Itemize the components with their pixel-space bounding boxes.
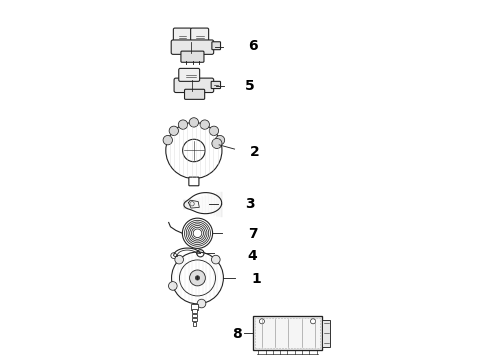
Bar — [193, 314, 197, 317]
Bar — [192, 304, 198, 310]
Circle shape — [212, 255, 220, 264]
Text: 2: 2 — [250, 145, 260, 159]
FancyBboxPatch shape — [179, 68, 199, 81]
Circle shape — [215, 135, 225, 145]
FancyBboxPatch shape — [185, 89, 205, 99]
Circle shape — [171, 253, 176, 258]
Bar — [253, 316, 322, 350]
Text: 7: 7 — [248, 227, 258, 241]
Text: 6: 6 — [248, 39, 258, 53]
Circle shape — [212, 139, 222, 149]
FancyBboxPatch shape — [212, 42, 220, 50]
Circle shape — [311, 319, 316, 324]
Text: 4: 4 — [247, 249, 257, 263]
Circle shape — [179, 260, 216, 296]
Circle shape — [197, 250, 204, 257]
Circle shape — [175, 255, 183, 264]
Circle shape — [197, 299, 206, 308]
FancyBboxPatch shape — [189, 177, 199, 186]
Text: 3: 3 — [245, 198, 255, 211]
Circle shape — [190, 270, 205, 286]
Text: 8: 8 — [232, 327, 242, 341]
FancyBboxPatch shape — [174, 78, 214, 93]
Circle shape — [169, 126, 178, 135]
Text: 5: 5 — [245, 79, 255, 93]
Bar — [192, 309, 197, 313]
Circle shape — [163, 135, 172, 145]
FancyBboxPatch shape — [211, 81, 220, 89]
Circle shape — [196, 276, 199, 280]
Bar — [192, 318, 197, 321]
Bar — [322, 320, 330, 346]
FancyBboxPatch shape — [173, 28, 192, 44]
Circle shape — [200, 120, 209, 129]
Bar — [255, 318, 320, 348]
Circle shape — [190, 202, 194, 206]
Circle shape — [169, 282, 177, 290]
Circle shape — [178, 120, 188, 129]
Circle shape — [189, 118, 198, 127]
Bar — [193, 322, 196, 326]
Text: 1: 1 — [251, 272, 261, 285]
FancyBboxPatch shape — [191, 28, 209, 44]
Circle shape — [209, 126, 219, 135]
Circle shape — [183, 139, 205, 162]
Circle shape — [259, 319, 265, 324]
FancyBboxPatch shape — [181, 51, 204, 62]
FancyBboxPatch shape — [171, 40, 214, 54]
